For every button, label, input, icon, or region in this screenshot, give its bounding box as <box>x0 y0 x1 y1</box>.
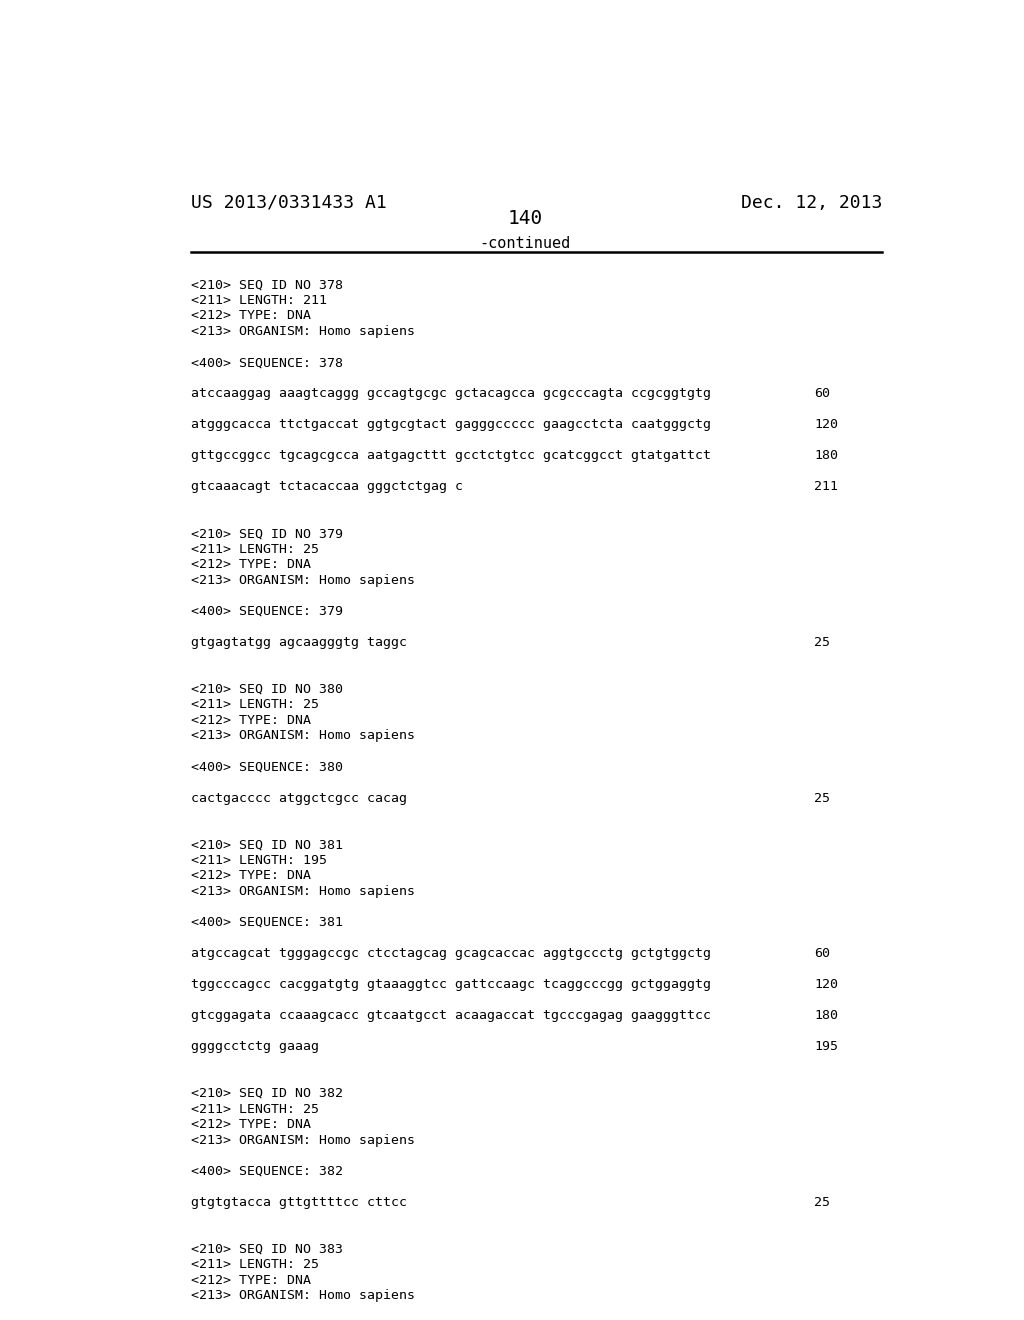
Text: cactgacccc atggctcgcc cacag: cactgacccc atggctcgcc cacag <box>191 792 408 804</box>
Text: <213> ORGANISM: Homo sapiens: <213> ORGANISM: Homo sapiens <box>191 730 416 742</box>
Text: <210> SEQ ID NO 378: <210> SEQ ID NO 378 <box>191 279 343 292</box>
Text: 25: 25 <box>814 792 830 804</box>
Text: <211> LENGTH: 211: <211> LENGTH: 211 <box>191 294 328 306</box>
Text: atccaaggag aaagtcaggg gccagtgcgc gctacagcca gcgcccagta ccgcggtgtg: atccaaggag aaagtcaggg gccagtgcgc gctacag… <box>191 387 712 400</box>
Text: tggcccagcc cacggatgtg gtaaaggtcc gattccaagc tcaggcccgg gctggaggtg: tggcccagcc cacggatgtg gtaaaggtcc gattcca… <box>191 978 712 991</box>
Text: 25: 25 <box>814 636 830 649</box>
Text: <210> SEQ ID NO 382: <210> SEQ ID NO 382 <box>191 1086 343 1100</box>
Text: US 2013/0331433 A1: US 2013/0331433 A1 <box>191 194 387 213</box>
Text: <210> SEQ ID NO 379: <210> SEQ ID NO 379 <box>191 527 343 540</box>
Text: <211> LENGTH: 195: <211> LENGTH: 195 <box>191 854 328 867</box>
Text: <211> LENGTH: 25: <211> LENGTH: 25 <box>191 1102 319 1115</box>
Text: atgccagcat tgggagccgc ctcctagcag gcagcaccac aggtgccctg gctgtggctg: atgccagcat tgggagccgc ctcctagcag gcagcac… <box>191 946 712 960</box>
Text: <213> ORGANISM: Homo sapiens: <213> ORGANISM: Homo sapiens <box>191 1290 416 1302</box>
Text: 120: 120 <box>814 978 839 991</box>
Text: <210> SEQ ID NO 383: <210> SEQ ID NO 383 <box>191 1242 343 1255</box>
Text: <213> ORGANISM: Homo sapiens: <213> ORGANISM: Homo sapiens <box>191 574 416 587</box>
Text: 140: 140 <box>507 210 543 228</box>
Text: <210> SEQ ID NO 381: <210> SEQ ID NO 381 <box>191 838 343 851</box>
Text: -continued: -continued <box>479 236 570 251</box>
Text: <210> SEQ ID NO 380: <210> SEQ ID NO 380 <box>191 682 343 696</box>
Text: 180: 180 <box>814 1010 839 1022</box>
Text: <213> ORGANISM: Homo sapiens: <213> ORGANISM: Homo sapiens <box>191 1134 416 1147</box>
Text: gtgagtatgg agcaagggtg taggc: gtgagtatgg agcaagggtg taggc <box>191 636 408 649</box>
Text: gtcggagata ccaaagcacc gtcaatgcct acaagaccat tgcccgagag gaagggttcc: gtcggagata ccaaagcacc gtcaatgcct acaagac… <box>191 1010 712 1022</box>
Text: <211> LENGTH: 25: <211> LENGTH: 25 <box>191 1258 319 1271</box>
Text: 60: 60 <box>814 946 830 960</box>
Text: <400> SEQUENCE: 380: <400> SEQUENCE: 380 <box>191 760 343 774</box>
Text: <400> SEQUENCE: 379: <400> SEQUENCE: 379 <box>191 605 343 618</box>
Text: <212> TYPE: DNA: <212> TYPE: DNA <box>191 558 311 572</box>
Text: <211> LENGTH: 25: <211> LENGTH: 25 <box>191 698 319 711</box>
Text: <213> ORGANISM: Homo sapiens: <213> ORGANISM: Homo sapiens <box>191 884 416 898</box>
Text: gtcaaacagt tctacaccaa gggctctgag c: gtcaaacagt tctacaccaa gggctctgag c <box>191 480 464 494</box>
Text: <212> TYPE: DNA: <212> TYPE: DNA <box>191 714 311 727</box>
Text: <212> TYPE: DNA: <212> TYPE: DNA <box>191 1274 311 1287</box>
Text: <400> SEQUENCE: 378: <400> SEQUENCE: 378 <box>191 356 343 370</box>
Text: Dec. 12, 2013: Dec. 12, 2013 <box>740 194 882 213</box>
Text: <213> ORGANISM: Homo sapiens: <213> ORGANISM: Homo sapiens <box>191 325 416 338</box>
Text: 211: 211 <box>814 480 839 494</box>
Text: 25: 25 <box>814 1196 830 1209</box>
Text: 120: 120 <box>814 418 839 432</box>
Text: atgggcacca ttctgaccat ggtgcgtact gagggccccc gaagcctcta caatgggctg: atgggcacca ttctgaccat ggtgcgtact gagggcc… <box>191 418 712 432</box>
Text: 180: 180 <box>814 449 839 462</box>
Text: <400> SEQUENCE: 381: <400> SEQUENCE: 381 <box>191 916 343 929</box>
Text: gtgtgtacca gttgttttcc cttcc: gtgtgtacca gttgttttcc cttcc <box>191 1196 408 1209</box>
Text: gttgccggcc tgcagcgcca aatgagcttt gcctctgtcc gcatcggcct gtatgattct: gttgccggcc tgcagcgcca aatgagcttt gcctctg… <box>191 449 712 462</box>
Text: <211> LENGTH: 25: <211> LENGTH: 25 <box>191 543 319 556</box>
Text: <400> SEQUENCE: 382: <400> SEQUENCE: 382 <box>191 1164 343 1177</box>
Text: <212> TYPE: DNA: <212> TYPE: DNA <box>191 309 311 322</box>
Text: 60: 60 <box>814 387 830 400</box>
Text: 195: 195 <box>814 1040 839 1053</box>
Text: <212> TYPE: DNA: <212> TYPE: DNA <box>191 870 311 882</box>
Text: ggggcctctg gaaag: ggggcctctg gaaag <box>191 1040 319 1053</box>
Text: <212> TYPE: DNA: <212> TYPE: DNA <box>191 1118 311 1131</box>
